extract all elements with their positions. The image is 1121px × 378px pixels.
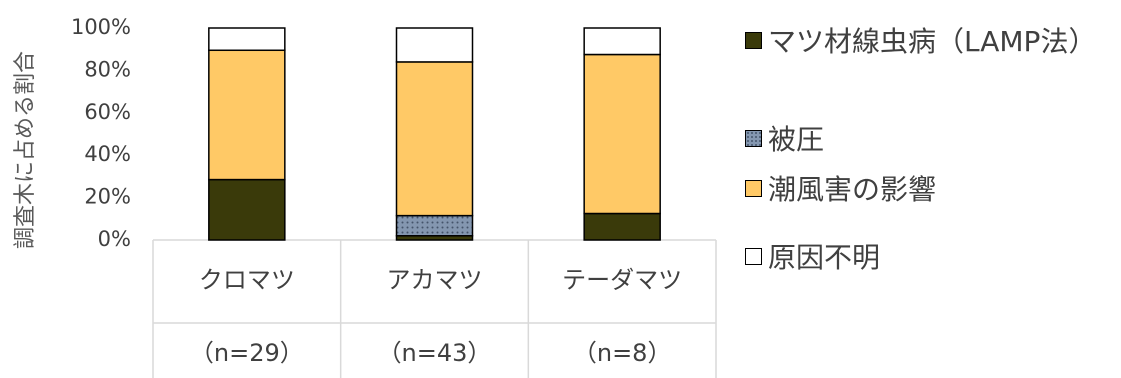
legend-label: 潮風害の影響 — [768, 173, 937, 206]
category-label: クロマツ — [199, 266, 295, 294]
legend-label: 原因不明 — [768, 241, 881, 274]
category-sample-size: （n=43） — [378, 339, 492, 367]
bar-segment — [395, 27, 474, 63]
category-sample-size: （n=8） — [573, 339, 672, 367]
y-tick-label: 0% — [98, 227, 131, 251]
category-label: テーダマツ — [562, 266, 682, 294]
legend-label: 被圧 — [768, 123, 825, 156]
y-tick-label: 80% — [84, 57, 131, 81]
bar-segment — [583, 53, 661, 215]
bar-segment — [395, 61, 474, 217]
bar-segment — [583, 27, 661, 56]
bar-segment — [583, 212, 661, 241]
category-label: アカマツ — [387, 266, 483, 294]
y-tick-label: 100% — [71, 15, 131, 39]
y-axis-label: 調査木に占める割合 — [13, 51, 38, 249]
bar-segment — [208, 178, 286, 241]
bar-segment — [208, 49, 286, 181]
y-tick-label: 20% — [84, 185, 131, 209]
category-sample-size: （n=29） — [190, 339, 304, 367]
legend-swatch — [745, 31, 762, 49]
legend-item: マツ材線虫病（LAMP法） — [745, 20, 1096, 60]
y-tick-label: 40% — [84, 142, 131, 166]
y-tick-label: 60% — [84, 100, 131, 124]
legend-swatch — [745, 247, 762, 265]
legend-item: 潮風害の影響 — [745, 168, 936, 208]
legend-label: マツ材線虫病（LAMP法） — [768, 25, 1097, 58]
bar-segment — [208, 27, 286, 52]
legend-swatch — [745, 129, 762, 147]
legend-item: 原因不明 — [745, 236, 880, 276]
bar-segment — [395, 214, 474, 237]
legend-swatch — [745, 179, 762, 197]
legend-item: 被圧 — [745, 118, 824, 158]
